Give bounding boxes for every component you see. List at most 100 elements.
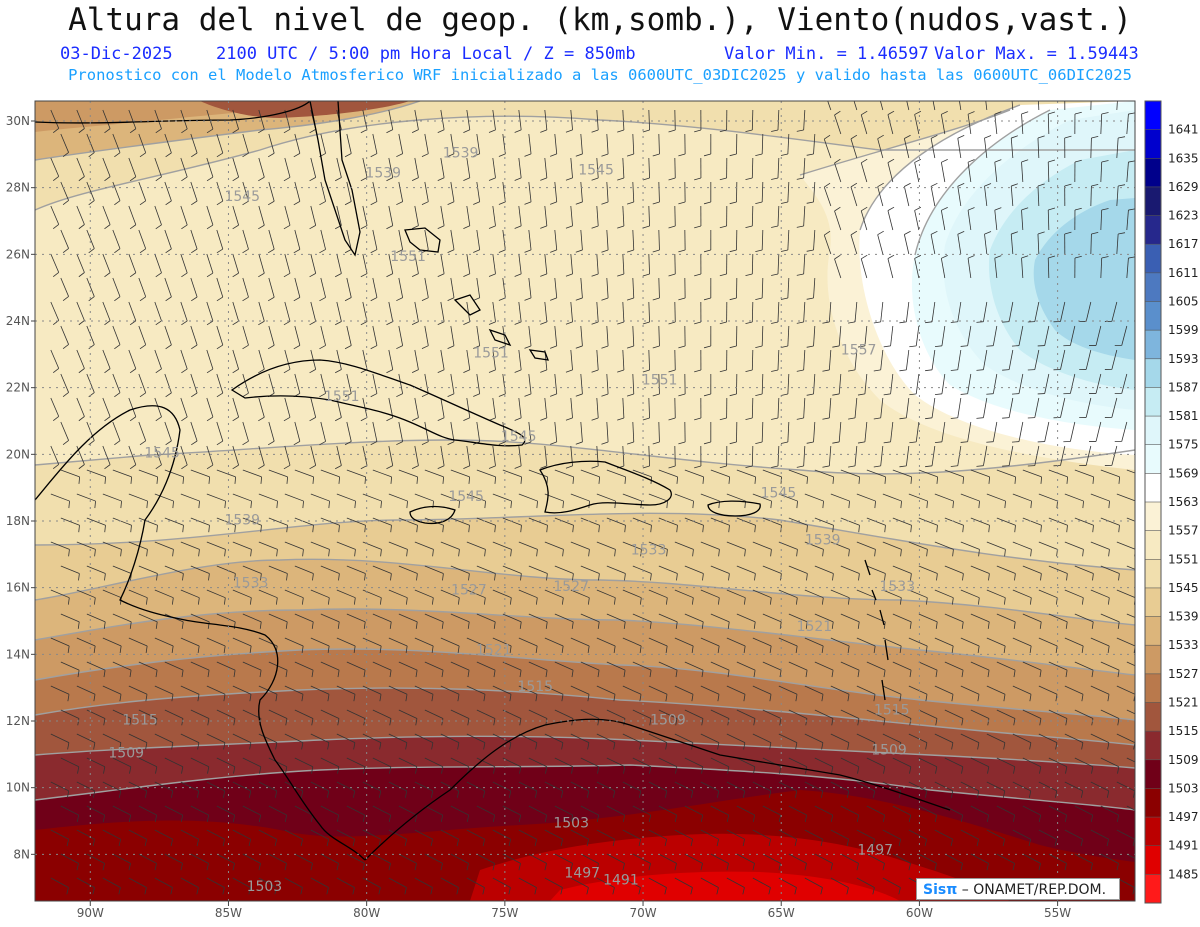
wind-barb-flag bbox=[617, 273, 625, 277]
wind-barb bbox=[398, 229, 404, 250]
wind-barb bbox=[1034, 349, 1040, 370]
wind-barb-flag bbox=[283, 128, 291, 134]
wind-barb-flag bbox=[883, 441, 891, 444]
wind-barb bbox=[128, 877, 147, 888]
wind-barb bbox=[658, 853, 677, 864]
wind-barb-flag bbox=[857, 670, 860, 678]
wind-barb-flag bbox=[396, 249, 403, 254]
wind-barb bbox=[777, 109, 780, 130]
wind-barb bbox=[528, 421, 532, 442]
wind-barb bbox=[440, 589, 460, 599]
wind-barb bbox=[476, 757, 495, 768]
wind-barb bbox=[934, 493, 954, 502]
wind-barb bbox=[528, 133, 532, 154]
colorbar-swatch bbox=[1145, 186, 1161, 217]
wind-barb bbox=[957, 234, 962, 255]
wind-barb bbox=[736, 709, 756, 719]
wind-barb bbox=[450, 325, 455, 346]
wind-barb bbox=[346, 517, 366, 526]
wind-barb bbox=[1037, 138, 1040, 159]
wind-barb-flag bbox=[327, 694, 330, 702]
wind-barb-flag bbox=[883, 393, 891, 396]
wind-barb-flag bbox=[283, 272, 291, 278]
wind-barb bbox=[674, 589, 694, 599]
wind-barb-flag bbox=[129, 621, 132, 629]
wind-barb-flag bbox=[1091, 136, 1099, 139]
wind-barb bbox=[138, 853, 157, 864]
wind-barb bbox=[388, 301, 394, 322]
wind-barb bbox=[476, 421, 481, 442]
wind-barb bbox=[268, 181, 275, 202]
wind-barb-flag bbox=[571, 766, 574, 774]
wind-barb bbox=[996, 805, 1015, 816]
wind-barb-flag bbox=[613, 597, 616, 605]
wind-barb-flag bbox=[649, 766, 652, 774]
wind-barb-flag bbox=[1002, 321, 1010, 323]
wind-barb bbox=[258, 877, 277, 888]
wind-barb bbox=[320, 757, 339, 768]
wind-barb-flag bbox=[468, 525, 470, 533]
wind-barb bbox=[528, 181, 532, 202]
wind-barb bbox=[206, 205, 214, 226]
wind-barb bbox=[684, 469, 704, 478]
wind-barb bbox=[915, 325, 920, 346]
wind-barb-flag bbox=[986, 393, 994, 395]
wind-barb-flag bbox=[565, 369, 573, 373]
wind-barb bbox=[700, 493, 720, 502]
wind-barb-flag bbox=[129, 718, 132, 726]
wind-barb bbox=[190, 565, 210, 574]
wind-barb-flag bbox=[309, 417, 316, 422]
wind-barb bbox=[967, 325, 972, 346]
wind-barb bbox=[996, 613, 1016, 623]
wind-barb bbox=[102, 253, 111, 273]
wind-barb-flag bbox=[344, 441, 352, 446]
wind-barb-flag bbox=[806, 249, 814, 252]
wind-barb bbox=[596, 349, 599, 370]
wind-barb-flag bbox=[771, 321, 779, 324]
wind-barb bbox=[138, 181, 147, 201]
wind-barb-flag bbox=[93, 742, 96, 750]
wind-barb bbox=[726, 541, 746, 550]
wind-barb-flag bbox=[729, 153, 737, 157]
wind-barb bbox=[544, 109, 548, 130]
wind-barb bbox=[996, 517, 1016, 526]
wind-barb bbox=[632, 373, 635, 394]
wind-barb bbox=[813, 325, 816, 346]
wind-barb bbox=[908, 541, 928, 550]
wind-barb-flag bbox=[726, 863, 729, 871]
wind-barb-flag bbox=[796, 501, 798, 509]
colorbar-label: 1539 bbox=[1168, 610, 1199, 624]
wind-barb-flag bbox=[612, 790, 616, 798]
lon-label: 60W bbox=[906, 906, 933, 920]
wind-barb bbox=[180, 637, 200, 647]
wind-barb bbox=[242, 421, 249, 442]
wind-barb bbox=[102, 157, 111, 177]
wind-barb-flag bbox=[232, 814, 236, 822]
wind-barb-flag bbox=[145, 645, 148, 653]
wind-barb-flag bbox=[483, 645, 486, 653]
wind-barb-flag bbox=[692, 501, 694, 509]
wind-barb-flag bbox=[181, 128, 188, 134]
wind-barb-flag bbox=[565, 417, 573, 421]
wind-barb bbox=[476, 565, 496, 574]
wind-barb-flag bbox=[652, 249, 660, 253]
wind-barb bbox=[814, 565, 834, 574]
wind-barb bbox=[310, 301, 317, 322]
wind-barb-flag bbox=[960, 863, 963, 871]
wind-barb bbox=[580, 469, 600, 478]
wind-barb bbox=[180, 829, 199, 840]
wind-barb bbox=[915, 373, 920, 394]
wind-barb-flag bbox=[414, 863, 417, 871]
wind-barb-flag bbox=[821, 742, 824, 750]
wind-barb-flag bbox=[778, 814, 782, 822]
wind-barb-flag bbox=[206, 224, 214, 230]
wind-barb-flag bbox=[442, 525, 444, 533]
wind-barb bbox=[752, 733, 772, 743]
wind-barb bbox=[268, 565, 288, 574]
wind-barb-flag bbox=[1143, 815, 1144, 822]
wind-barb-flag bbox=[498, 297, 506, 301]
wind-barb-flag bbox=[560, 790, 564, 798]
wind-barb-flag bbox=[312, 525, 314, 533]
wind-barb bbox=[180, 301, 188, 322]
wind-barb bbox=[164, 373, 172, 394]
